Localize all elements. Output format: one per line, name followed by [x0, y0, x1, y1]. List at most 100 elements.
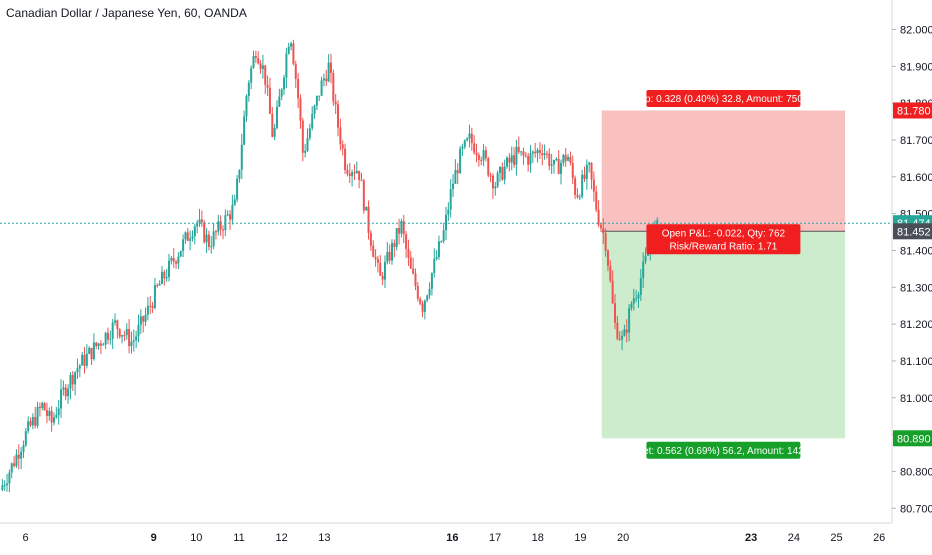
candle-body: [283, 77, 286, 90]
y-tick-label: 81.700: [900, 135, 932, 147]
candle-body: [318, 95, 321, 97]
candle-body: [111, 322, 114, 339]
candle-body: [175, 261, 178, 264]
candle-body: [57, 408, 60, 416]
x-tick-label: 18: [532, 532, 544, 544]
candle-body: [254, 55, 257, 59]
candle-body: [313, 105, 316, 114]
candle-body: [468, 133, 471, 139]
candle-body: [494, 186, 497, 189]
candle-body: [628, 308, 631, 333]
candle-body: [412, 268, 415, 274]
candle-body: [196, 222, 199, 227]
candle-body: [480, 159, 483, 161]
candle-body: [247, 82, 250, 96]
candle-body: [168, 260, 171, 278]
stop-price-tag: 81.780: [897, 105, 931, 117]
candle-body: [205, 234, 208, 243]
candle-body: [625, 329, 628, 333]
candle-body: [348, 173, 351, 177]
candle-body: [564, 154, 567, 161]
candle-body: [381, 275, 384, 280]
x-tick-label: 20: [617, 532, 629, 544]
candle-body: [165, 277, 168, 279]
candle-body: [337, 104, 340, 128]
candle-body: [447, 209, 450, 215]
candle-body: [31, 417, 34, 426]
candle-body: [646, 253, 649, 256]
candle-body: [437, 241, 440, 258]
candle-body: [548, 153, 551, 166]
candle-body: [123, 335, 126, 337]
candle-body: [606, 250, 609, 266]
candle-body: [574, 178, 577, 196]
candle-body: [529, 153, 532, 165]
candle-body: [250, 67, 253, 83]
candle-body: [376, 259, 379, 263]
target-price-tag: 80.890: [897, 433, 931, 445]
candle-body: [132, 340, 135, 342]
candle-body: [139, 316, 142, 325]
candle-body: [55, 415, 58, 418]
candle-body: [501, 166, 504, 180]
candle-body: [339, 127, 342, 145]
candle-body: [402, 220, 405, 235]
candle-body: [487, 158, 490, 176]
candle-body: [524, 155, 527, 157]
candle-body: [395, 227, 398, 247]
candle-body: [355, 170, 358, 174]
candle-body: [287, 46, 290, 54]
candle-body: [48, 411, 51, 416]
entry-price-tag: 81.452: [897, 226, 931, 238]
candle-body: [538, 149, 541, 153]
candle-body: [97, 343, 100, 347]
candle-body: [3, 485, 6, 487]
candle-body: [365, 206, 368, 211]
candle-body: [52, 417, 55, 423]
candle-body: [76, 368, 79, 373]
candle-body: [567, 156, 570, 161]
candle-body: [522, 151, 525, 156]
candle-body: [400, 220, 403, 234]
candle-body: [372, 245, 375, 257]
candle-body: [219, 221, 222, 230]
candle-body: [163, 271, 166, 279]
candle-body: [74, 372, 77, 385]
candle-body: [38, 406, 41, 409]
candle-body: [60, 389, 63, 409]
pnl-info-label: Open P&L: -0.022, Qty: 762: [662, 228, 786, 239]
candle-body: [416, 286, 419, 299]
stop-info-label: Stop: 0.328 (0.40%) 32.8, Amount: 750.06: [630, 94, 817, 105]
candle-body: [555, 158, 558, 160]
candle-body: [104, 332, 107, 345]
candle-body: [534, 151, 537, 154]
candle-body: [41, 403, 44, 409]
candle-body: [602, 228, 605, 234]
candle-body: [562, 154, 565, 163]
candle-body: [637, 294, 640, 299]
candle-body: [102, 344, 105, 346]
y-tick-label: 81.300: [900, 282, 932, 294]
candle-body: [604, 233, 607, 251]
candle-body: [430, 273, 433, 289]
y-tick-label: 82.000: [900, 24, 932, 36]
candle-body: [99, 343, 102, 346]
candle-body: [428, 288, 431, 296]
candle-body: [440, 241, 443, 243]
candle-body: [315, 96, 318, 106]
candle-body: [560, 162, 563, 174]
candle-body: [344, 148, 347, 170]
candle-body: [252, 55, 255, 68]
candle-body: [353, 172, 356, 174]
candle-body: [583, 174, 586, 179]
y-tick-label: 81.100: [900, 356, 932, 368]
candle-body: [238, 169, 241, 179]
candle-body: [452, 183, 455, 190]
candle-body: [513, 155, 516, 165]
candle-body: [496, 172, 499, 187]
candle-body: [585, 164, 588, 179]
candle-body: [531, 151, 534, 154]
candle-body: [477, 154, 480, 160]
